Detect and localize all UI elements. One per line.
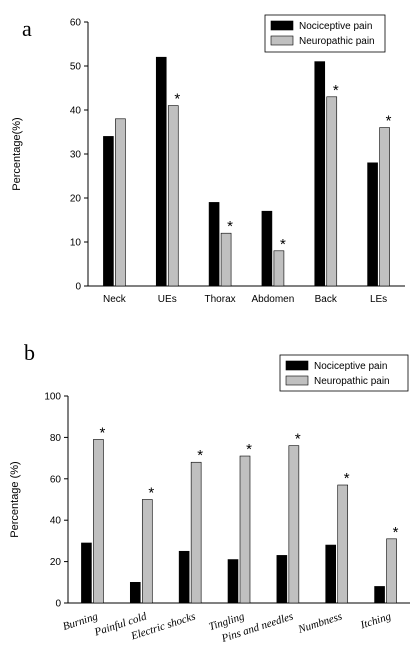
bar: [326, 96, 338, 287]
x-tick-label: Thorax: [205, 294, 236, 305]
bar: [379, 127, 390, 287]
significance-marker: *: [386, 113, 392, 130]
y-tick-label: 20: [70, 194, 82, 205]
panel-label: a: [22, 16, 32, 41]
y-tick-label: 40: [50, 516, 62, 527]
y-axis-label: Percentage (%): [9, 461, 21, 537]
significance-marker: *: [344, 470, 350, 487]
bar: [167, 105, 179, 287]
bar: [220, 232, 232, 287]
bar: [129, 581, 141, 604]
legend-swatch: [285, 360, 309, 371]
bar: [115, 118, 126, 287]
significance-marker: *: [295, 431, 301, 448]
bar: [288, 445, 300, 604]
legend-swatch: [270, 35, 294, 46]
legend-label: Neuropathic pain: [314, 376, 390, 387]
significance-marker: *: [174, 91, 180, 108]
bar: [178, 550, 190, 604]
y-axis-label: Percentage(%): [11, 117, 23, 190]
legend-swatch: [270, 20, 294, 31]
x-tick-label: Itching: [358, 610, 393, 632]
y-tick-label: 50: [70, 62, 82, 73]
significance-marker: *: [148, 485, 154, 502]
x-tick-label: LEs: [370, 294, 387, 305]
x-tick-label: Abdomen: [252, 294, 295, 305]
y-tick-label: 100: [44, 392, 61, 403]
bar: [325, 544, 337, 604]
bar: [261, 210, 273, 287]
significance-marker: *: [280, 236, 286, 253]
x-tick-label: Neck: [103, 294, 127, 305]
y-tick-label: 30: [70, 150, 82, 161]
significance-marker: *: [333, 82, 339, 99]
bar: [81, 542, 92, 604]
legend-label: Nociceptive pain: [299, 21, 372, 32]
x-tick-label: Back: [315, 294, 338, 305]
y-tick-label: 80: [50, 433, 62, 444]
bar: [367, 162, 378, 287]
bar: [239, 455, 251, 604]
bar: [276, 555, 288, 604]
legend-swatch: [285, 375, 309, 386]
significance-marker: *: [393, 524, 399, 541]
bar: [314, 61, 326, 287]
panel-label: b: [24, 340, 35, 365]
significance-marker: *: [100, 424, 106, 441]
x-tick-label: Numbness: [296, 610, 344, 636]
bar: [93, 439, 104, 604]
bar: [337, 484, 349, 604]
y-tick-label: 60: [70, 18, 82, 29]
y-tick-label: 40: [70, 106, 82, 117]
significance-marker: *: [246, 441, 252, 458]
bar: [155, 56, 167, 287]
bar: [190, 461, 202, 604]
legend-label: Nociceptive pain: [314, 361, 387, 372]
bar: [273, 250, 285, 287]
y-tick-label: 20: [50, 557, 62, 568]
bar: [386, 538, 397, 604]
y-tick-label: 0: [55, 599, 61, 610]
y-tick-label: 0: [75, 282, 81, 293]
bar: [208, 202, 220, 287]
y-tick-label: 60: [50, 474, 62, 485]
bar: [374, 586, 385, 604]
significance-marker: *: [227, 218, 233, 235]
legend-label: Neuropathic pain: [299, 36, 375, 47]
bar: [227, 559, 239, 604]
bar: [103, 136, 114, 287]
bar: [141, 499, 153, 604]
significance-marker: *: [197, 447, 203, 464]
y-tick-label: 10: [70, 238, 82, 249]
x-tick-label: UEs: [158, 294, 177, 305]
